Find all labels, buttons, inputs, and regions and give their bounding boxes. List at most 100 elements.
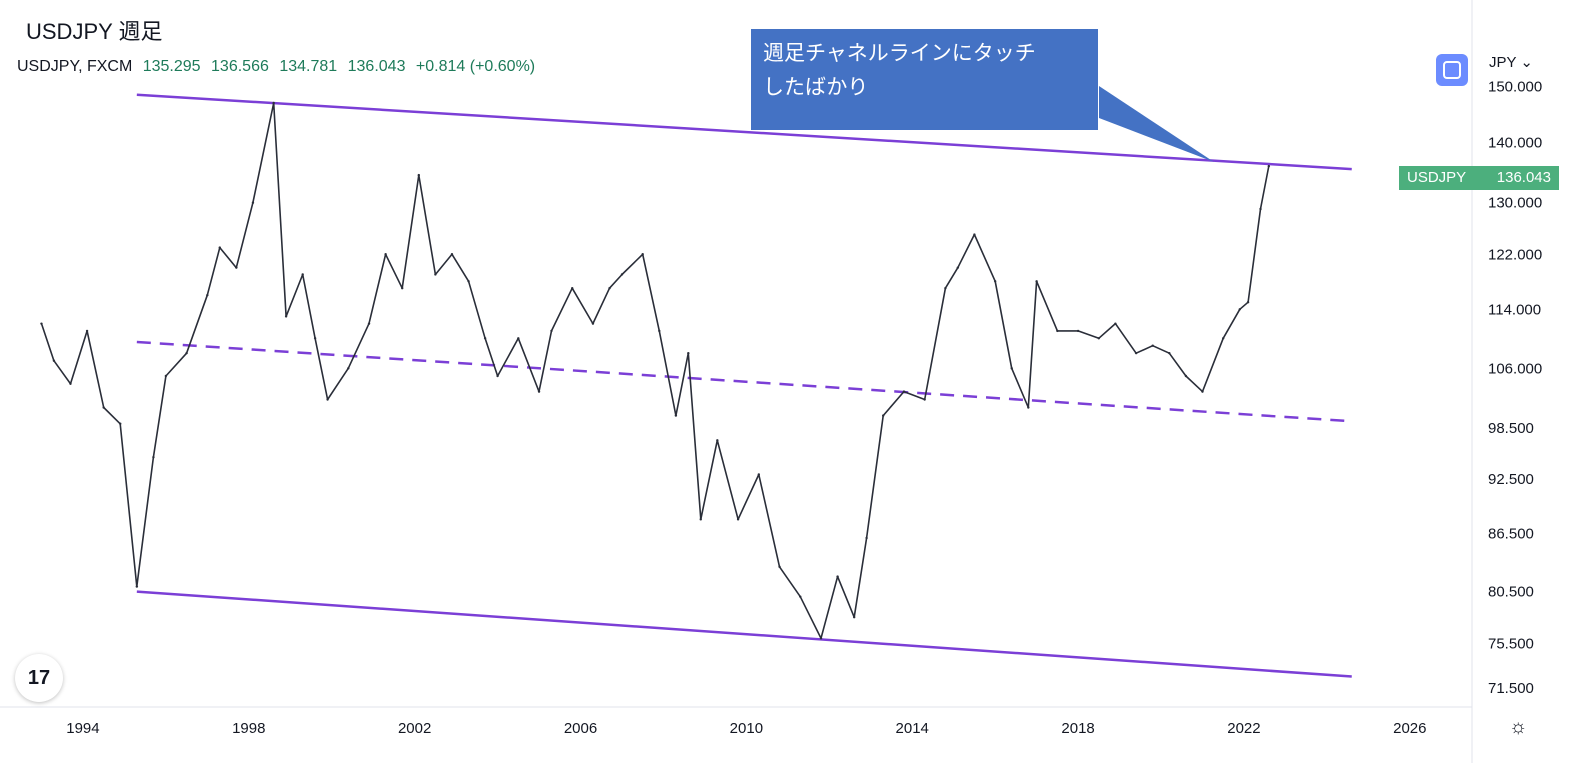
x-tick-label-5: 2014 [896,720,929,737]
price-point [757,473,761,476]
price-point [923,398,926,401]
y-tick-label-5: 106.000 [1488,360,1542,377]
price-point [164,374,168,378]
y-tick-label-10: 75.500 [1488,636,1534,653]
callout-pointer [1099,86,1214,162]
auto-scale-button[interactable] [1436,54,1468,86]
price-point [993,280,997,283]
channel-lines[interactable] [136,93,1352,678]
settings-gear-icon[interactable]: ☼ [1509,716,1528,738]
price-point [973,233,976,236]
price-point [1097,337,1101,340]
price-line [40,102,1270,640]
price-point [517,337,520,340]
logo-text: 17 [27,666,51,689]
channel-upper-line [136,93,1352,171]
y-tick-label-2: 130.000 [1488,195,1542,212]
price-point [865,536,868,540]
price-point [1259,207,1262,211]
price-point [135,585,139,588]
price-point [434,273,437,276]
price-point [1201,390,1204,393]
price-point [537,390,541,393]
price-point [902,390,906,393]
price-point [956,266,960,269]
price-point [52,359,56,362]
price-point [1184,374,1188,378]
price-point [450,253,454,256]
price-point [658,329,661,333]
price-point [1168,351,1171,355]
price-point [699,518,702,521]
price-point [206,293,209,297]
high-value: 136.566 [211,58,269,75]
price-point [687,351,690,355]
price-point [185,351,188,355]
channel-mid-dashed-line [136,340,1352,423]
price-point [674,414,678,417]
x-tick-label-8: 2026 [1393,720,1426,737]
x-tick-label-3: 2006 [564,720,597,737]
currency-label: JPY [1489,54,1517,71]
x-tick-label-0: 1994 [66,720,99,737]
y-tick-label-0: 150.000 [1488,79,1542,96]
price-point [1114,322,1117,325]
price-point [272,101,275,105]
price-point [384,253,387,256]
price-point [550,329,553,333]
price-point [1035,280,1038,283]
x-tick-label-7: 2022 [1227,720,1260,737]
time-axis[interactable]: 1994 1998 2002 2006 2010 2014 2018 2022 2026 [66,720,1426,737]
price-point [218,246,221,249]
price-point [882,414,885,417]
x-tick-label-4: 2010 [730,720,763,737]
chevron-down-icon: ⌄ [1520,54,1533,71]
price-point [401,287,404,290]
price-point [944,287,947,290]
price-point [235,266,238,269]
symbol-label: USDJPY, FXCM [17,58,133,75]
price-point [483,337,487,340]
price-point [40,322,43,325]
price-point [571,287,574,290]
y-tick-label-8: 86.500 [1488,525,1534,542]
price-point [496,374,499,378]
price-point [620,273,624,276]
price-point [85,329,89,333]
y-tick-label-3: 122.000 [1488,246,1542,263]
chart-title: USDJPY 週足 [26,19,163,44]
y-tick-label-7: 92.500 [1488,471,1534,488]
price-point [591,322,595,325]
price-point [367,322,371,325]
auto-scale-icon [1443,61,1461,79]
price-point [301,273,304,276]
price-point [852,615,856,619]
price-point [1076,329,1080,333]
callout-line-1: 週足チャネルラインにタッチ [763,42,1036,65]
price-point [1151,344,1154,347]
y-tick-label-4: 114.000 [1488,301,1541,318]
tradingview-logo-icon[interactable]: 17 [15,654,63,702]
ohlc-readout: USDJPY, FXCM 135.295 136.566 134.781 136… [17,58,535,76]
last-price-tag: USDJPY 136.043 [1399,166,1559,190]
price-point [1267,164,1271,168]
price-point [799,595,802,598]
price-axis[interactable]: 150.000 140.000 130.000 122.000 114.000 106.0… [1488,79,1542,697]
y-tick-label-11: 71.500 [1488,680,1534,697]
price-point [326,398,329,401]
y-tick-label-1: 140.000 [1488,135,1542,152]
price-point [102,406,105,409]
change-value: +0.814 (+0.60%) [415,58,536,75]
price-point [1056,329,1059,333]
currency-selector[interactable]: JPY ⌄ [1489,53,1533,71]
x-tick-label-1: 1998 [232,720,265,737]
close-value: 136.043 [347,58,406,75]
price-point [1238,308,1241,311]
price-point [1010,367,1013,370]
price-point [119,422,122,425]
price-point [1027,406,1030,409]
price-point [778,565,781,568]
callout-annotation[interactable]: 週足チャネルラインにタッチ したばかり [751,29,1098,130]
price-point [716,439,719,442]
